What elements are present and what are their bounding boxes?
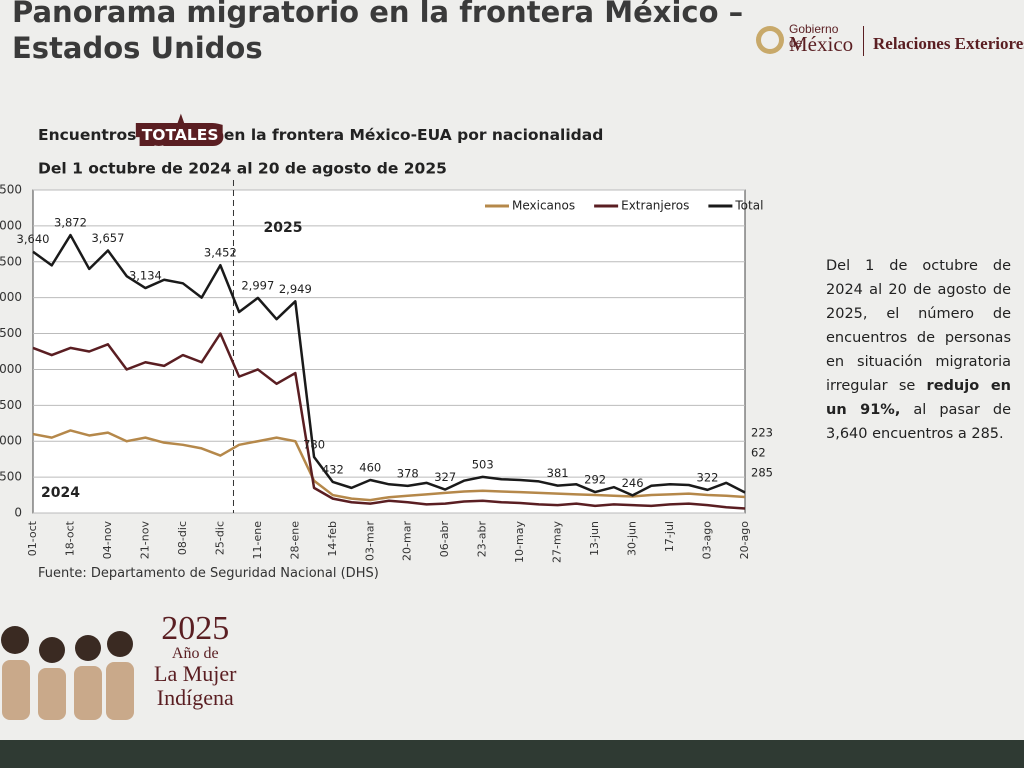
plot-area	[32, 189, 746, 514]
x-tick-label: 21-nov	[138, 521, 151, 560]
title-highlight: TOTALES	[142, 126, 219, 144]
legend-item: Mexicanos	[485, 199, 575, 213]
data-label: 3,134	[129, 269, 162, 283]
note-highlight: redujo en un 91%,	[826, 378, 1012, 418]
x-tick-label: 03-ago	[701, 521, 714, 560]
x-tick-label: 25-dic	[213, 521, 226, 555]
x-tick-label: 30-jun	[626, 521, 639, 556]
x-tick-label: 14-feb	[326, 521, 339, 557]
data-label: 432	[322, 462, 344, 476]
data-label: 381	[547, 466, 569, 480]
x-tick-label: 08-dic	[176, 521, 189, 555]
y-tick-label: 4,000	[0, 218, 22, 232]
y-tick-label: 1,500	[0, 398, 22, 412]
data-label: 2,997	[241, 278, 274, 292]
y-tick-label: 1,000	[0, 434, 22, 448]
x-tick-label: 20-ago	[738, 521, 751, 560]
footer-year: 2025	[161, 610, 230, 647]
y-tick-label: 4,500	[0, 183, 22, 197]
footer-logo: 2025 Año de La Mujer Indígena	[154, 612, 236, 710]
data-label: 3,872	[54, 216, 87, 230]
chart-title: Encuentros TOTALES en la frontera México…	[38, 126, 603, 144]
slide-title: Panorama migratorio en la frontera Méxic…	[12, 0, 743, 66]
logo-emblem	[756, 26, 784, 54]
line	[32, 233, 746, 497]
x-tick-label: 17-jul	[663, 521, 676, 552]
data-label: 246	[622, 476, 644, 490]
x-tick-label: 27-may	[551, 521, 564, 563]
legend-label: Total	[734, 199, 763, 213]
legend-label: Mexicanos	[512, 199, 575, 213]
x-tick-label: 10-may	[513, 521, 526, 563]
annotation: 2025	[263, 220, 302, 236]
legend-item: Extranjeros	[594, 199, 689, 213]
data-label: 322	[697, 470, 719, 484]
y-tick-label: 2,500	[0, 326, 22, 340]
x-tick-label: 18-oct	[63, 520, 76, 556]
line	[32, 429, 746, 502]
footer-text: La Mujer	[154, 661, 237, 686]
data-label: 223	[751, 426, 773, 440]
logo-divider	[863, 26, 864, 56]
x-tick-label: 03-mar	[363, 521, 376, 561]
title-line: Estados Unidos	[12, 31, 263, 65]
chart: Encuentros TOTALES en la frontera México…	[0, 120, 773, 563]
y-tick-label: 500	[0, 470, 22, 484]
title-part: Encuentros	[38, 126, 136, 144]
data-label: 780	[303, 438, 325, 452]
line	[32, 332, 746, 510]
x-tick-label: 01-oct	[26, 520, 39, 556]
x-tick-label: 06-abr	[438, 521, 451, 558]
x-tick-label: 04-nov	[101, 521, 114, 560]
data-label: 285	[751, 466, 773, 480]
x-tick-label: 23-abr	[476, 521, 489, 558]
data-label: 327	[434, 470, 456, 484]
title-line: Panorama migratorio en la frontera Méxic…	[12, 0, 744, 29]
data-label: 292	[584, 473, 606, 487]
y-tick-label: 2,000	[0, 362, 22, 376]
x-tick-label: 20-mar	[401, 521, 414, 561]
legend-item: Total	[708, 199, 763, 213]
illustration	[1, 626, 134, 720]
y-tick-label: 0	[14, 506, 22, 520]
logo-text: Gobierno de	[789, 22, 839, 50]
x-tick-label: 13-jun	[588, 521, 601, 556]
data-label: 378	[397, 466, 419, 480]
data-label: 62	[751, 446, 766, 460]
slide: Panorama migratorio en la frontera Méxic…	[0, 0, 1024, 740]
annotation: 2024	[41, 485, 80, 501]
logo-text: Relaciones Exteriores	[873, 34, 1024, 53]
x-tick-label: 28-ene	[288, 521, 301, 560]
footer-text: Indígena	[156, 685, 234, 710]
note-text: Del 1 de octubre de 2024 al 20 de agosto…	[826, 258, 1011, 394]
source: Fuente: Departamento de Seguridad Nacion…	[38, 566, 379, 581]
chart-subtitle: Del 1 octubre de 2024 al 20 de agosto de…	[38, 160, 447, 178]
footer-text: Año de	[171, 645, 219, 662]
data-label: 3,640	[17, 232, 50, 246]
note-text: al pasar de 3,640 encuentros a 285.	[826, 402, 1011, 442]
data-label: 3,452	[204, 246, 237, 260]
x-tick-label: 11-ene	[251, 521, 264, 560]
y-tick-label: 3,500	[0, 254, 22, 268]
legend-label: Extranjeros	[621, 199, 689, 213]
data-label: 503	[472, 457, 494, 471]
y-tick-label: 3,000	[0, 290, 22, 304]
title-part: en la frontera México-EUA por nacionalid…	[224, 126, 603, 144]
data-label: 2,949	[279, 282, 312, 296]
data-label: 460	[359, 460, 381, 474]
data-label: 3,657	[91, 231, 124, 245]
logo-text: México	[789, 32, 854, 56]
note: Del 1 de octubre de 2024 al 20 de agosto…	[826, 254, 1011, 446]
